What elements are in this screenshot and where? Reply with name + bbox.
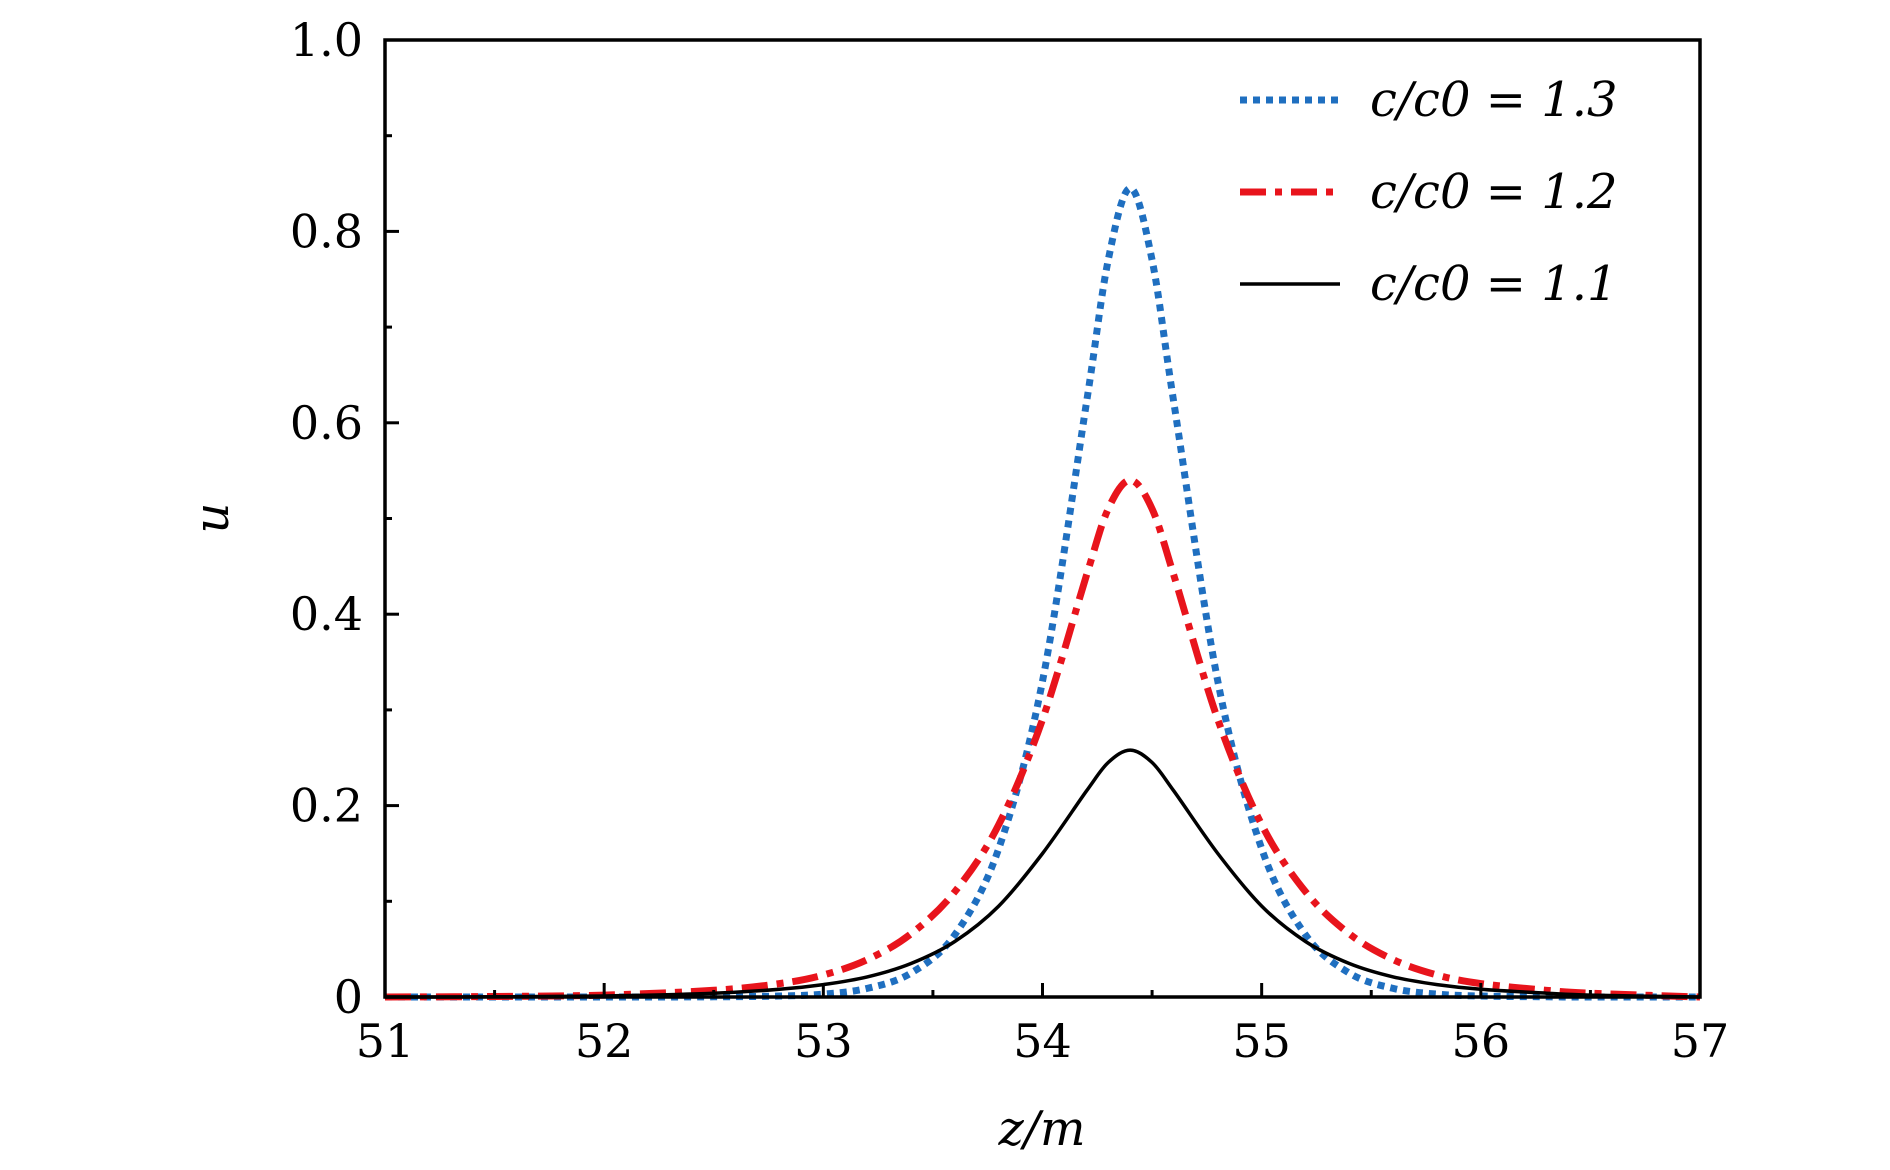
legend: c/c0 = 1.3 c/c0 = 1.2 c/c0 = 1.1 xyxy=(1240,72,1618,312)
x-tick-label: 51 xyxy=(356,1014,415,1068)
y-tick-label: 0.4 xyxy=(290,587,363,641)
x-tick-label: 55 xyxy=(1232,1014,1291,1068)
x-tick-label: 56 xyxy=(1452,1014,1511,1068)
x-tick-label: 53 xyxy=(794,1014,853,1068)
x-axis-label: z/m xyxy=(998,1101,1086,1157)
series-group xyxy=(384,184,1701,1001)
y-tick-label: 1.0 xyxy=(290,13,363,67)
y-axis-label: u xyxy=(184,503,240,534)
series-line-3 xyxy=(384,748,1701,999)
x-axis: 51 52 53 54 55 56 57 xyxy=(356,983,1730,1068)
legend-label-3: c/c0 = 1.1 xyxy=(1370,256,1618,312)
x-tick-label: 54 xyxy=(1013,1014,1072,1068)
legend-label-1: c/c0 = 1.3 xyxy=(1370,72,1618,128)
legend-label-2: c/c0 = 1.2 xyxy=(1370,164,1618,220)
y-tick-label: 0 xyxy=(334,970,363,1024)
y-tick-label: 0.8 xyxy=(290,204,363,258)
x-tick-label: 52 xyxy=(575,1014,634,1068)
y-axis: 0 0.2 0.4 0.6 0.8 1.0 xyxy=(290,13,399,1024)
x-tick-label: 57 xyxy=(1671,1014,1730,1068)
y-tick-label: 0.2 xyxy=(290,779,363,833)
series-line-2 xyxy=(384,476,1701,1001)
y-tick-label: 0.6 xyxy=(290,396,363,450)
